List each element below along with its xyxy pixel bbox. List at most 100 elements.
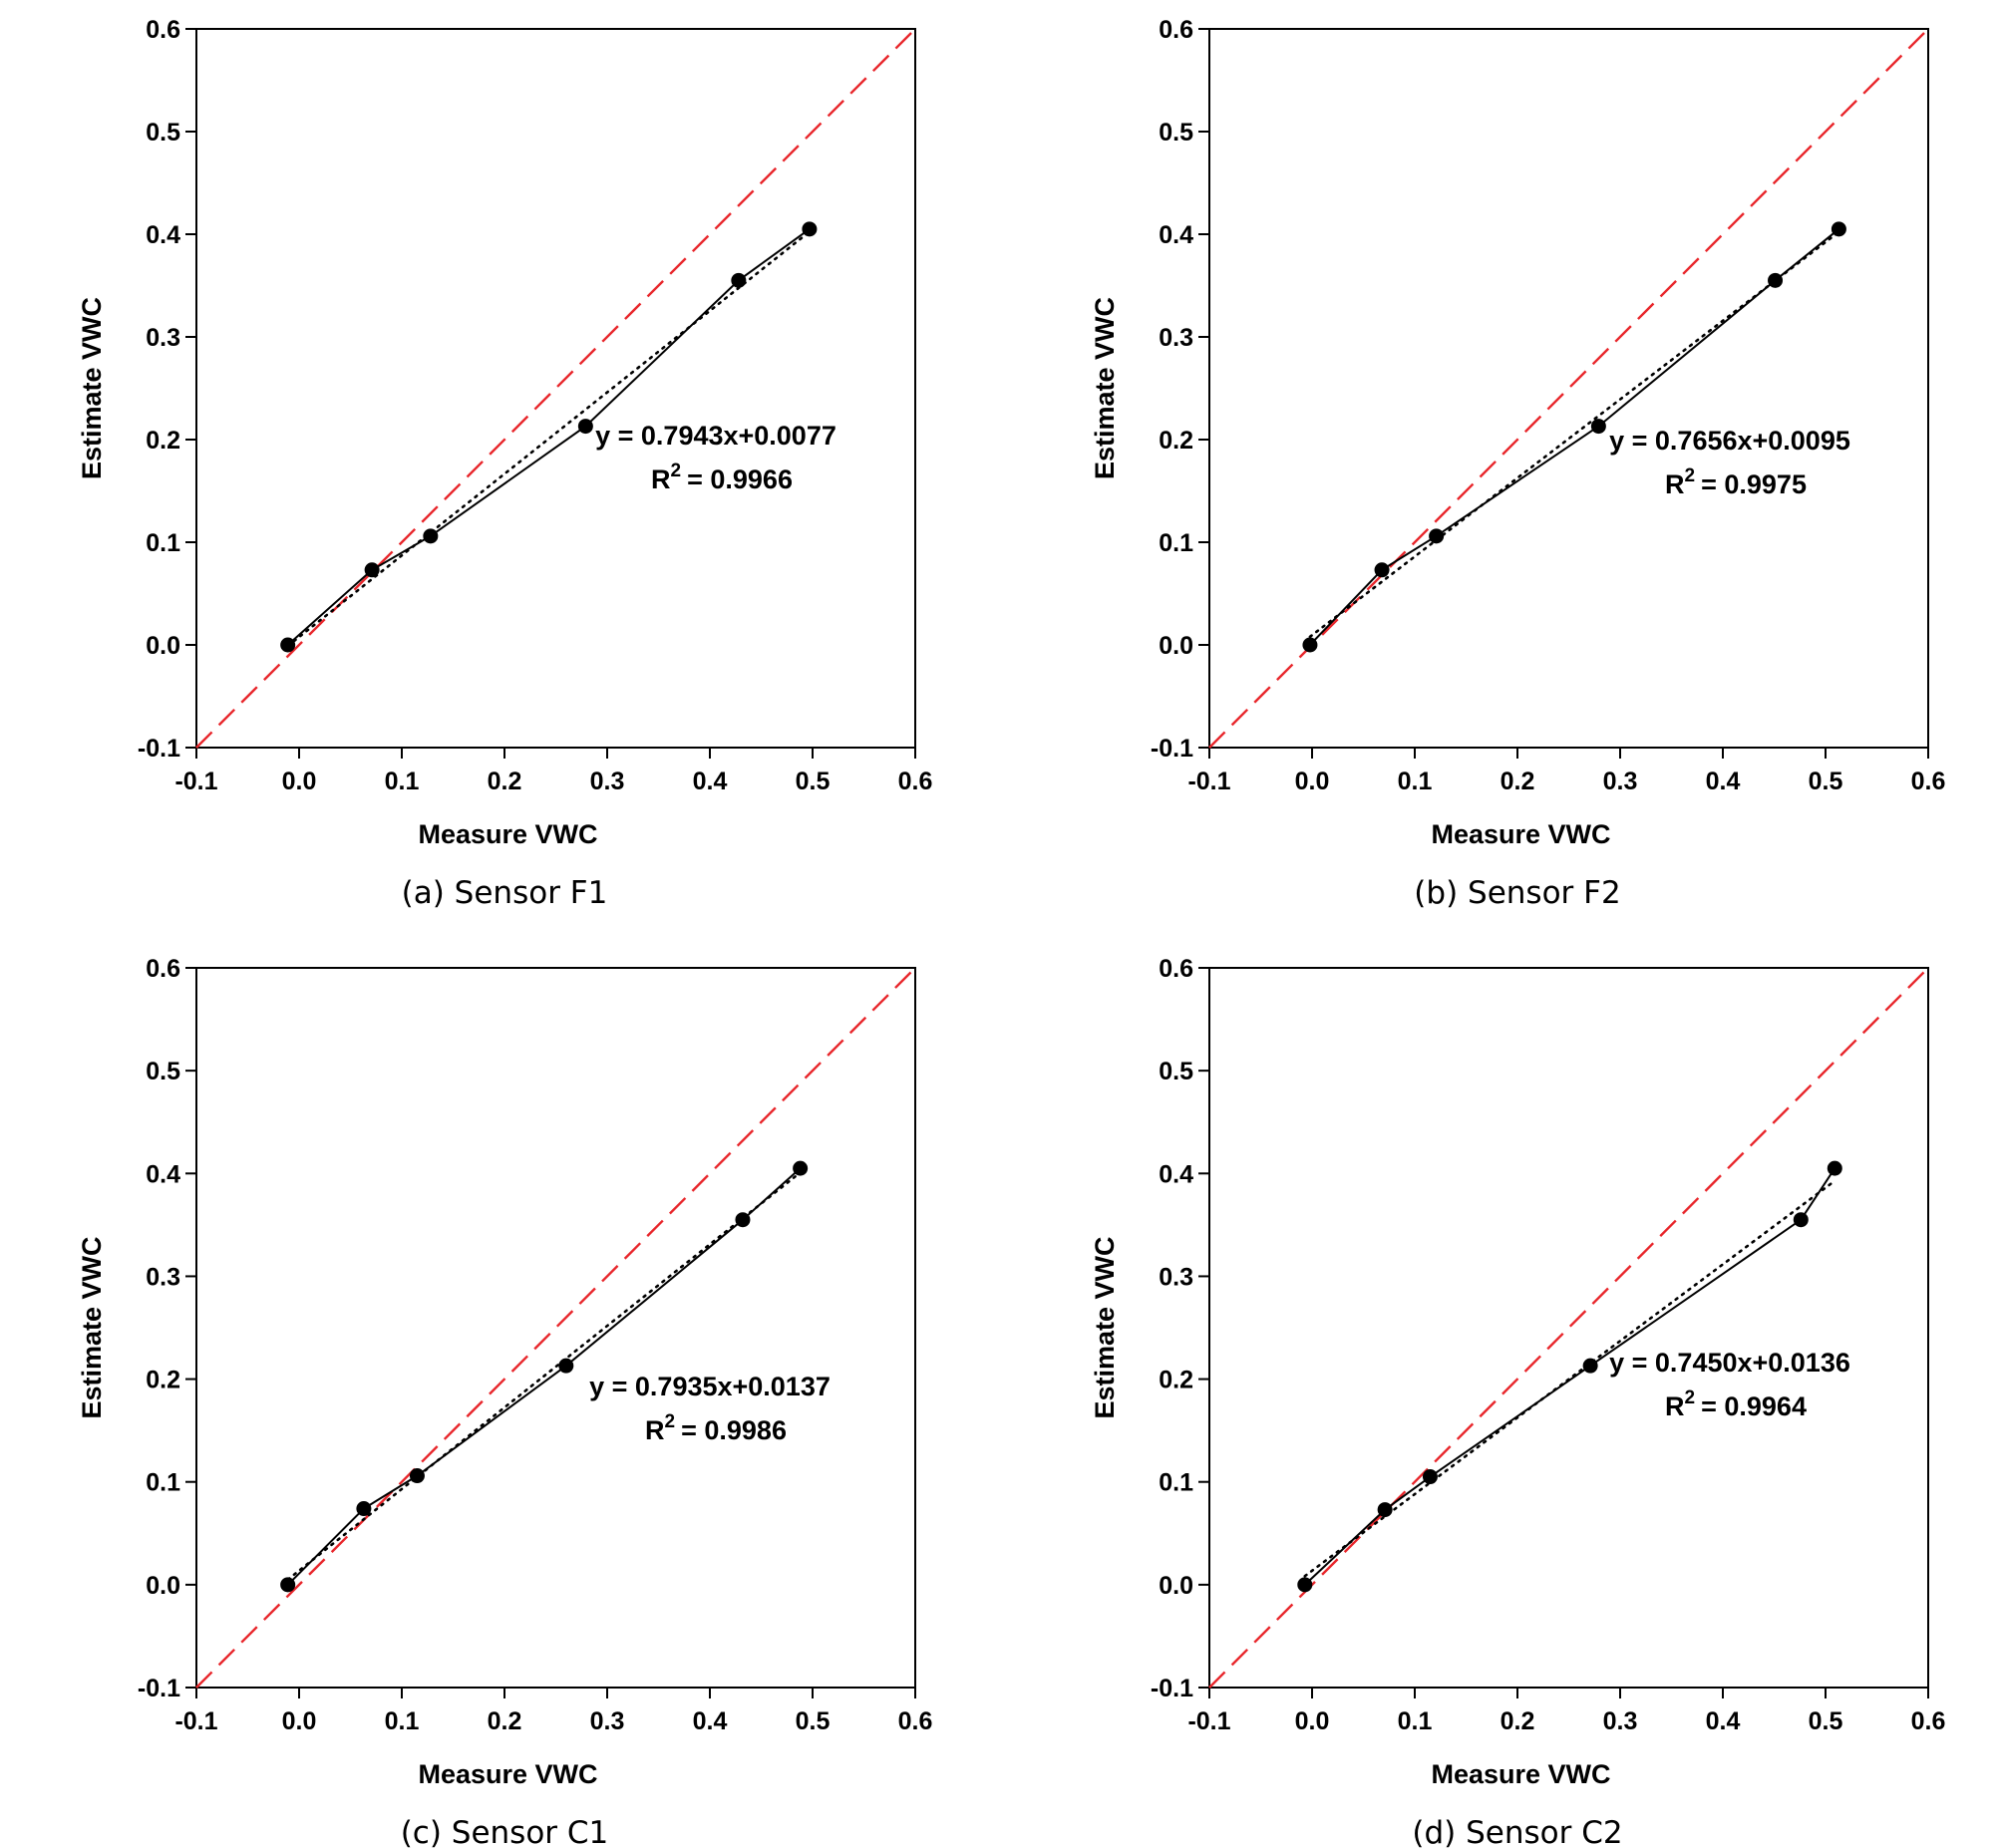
fit-line: [1308, 230, 1840, 639]
y-tick-label: -0.1: [1151, 735, 1193, 763]
y-axis-label: Estimate VWC: [77, 297, 107, 479]
x-tick-label: -0.1: [1187, 768, 1230, 795]
data-point: [1582, 1358, 1598, 1374]
plot-frame: [195, 967, 916, 1689]
x-tick-label: 0.4: [1706, 1707, 1741, 1735]
data-point: [1429, 528, 1445, 544]
data-point: [1297, 1577, 1313, 1593]
x-tick-label: -0.1: [1187, 1707, 1230, 1735]
y-tick-label: 0.1: [146, 529, 180, 557]
data-point: [364, 562, 380, 578]
x-tick-label: 0.4: [693, 768, 728, 795]
fit-line: [1303, 1179, 1836, 1578]
y-axis-label: Estimate VWC: [1090, 297, 1120, 479]
x-axis-label: Measure VWC: [418, 819, 597, 849]
r-squared-exponent: 2: [671, 461, 682, 481]
data-point: [409, 1468, 425, 1484]
y-tick-label: 0.6: [146, 955, 180, 983]
series-line: [1304, 1167, 1836, 1586]
data-point: [1590, 419, 1606, 435]
data-point: [558, 1358, 574, 1374]
fit-equation: y = 0.7656x+0.0095: [1609, 426, 1850, 456]
y-axis-label: Estimate VWC: [1090, 1236, 1120, 1418]
reference-line-1to1: [195, 967, 916, 1689]
data-point: [423, 528, 439, 544]
y-tick-label: 0.0: [1159, 1572, 1193, 1600]
x-tick-label: 0.1: [385, 768, 420, 795]
y-tick-label: -0.1: [138, 1675, 180, 1702]
y-tick-label: 0.4: [1159, 221, 1193, 249]
panel-2: -0.1 0.0 0.1 0.2 0.3 0.4 0.5 0.6 -0.1 0.0 0.1 0.2 0.…: [77, 955, 932, 1848]
data-point: [735, 1212, 751, 1228]
x-tick-label: 0.6: [898, 1707, 933, 1735]
reference-line-1to1: [1208, 967, 1929, 1689]
x-tick-label: 0.5: [796, 768, 831, 795]
y-tick-label: 0.6: [1159, 16, 1193, 44]
x-tick-label: 0.0: [1295, 1707, 1330, 1735]
x-axis-label: Measure VWC: [1431, 1759, 1610, 1789]
series-line: [1309, 228, 1840, 646]
r-squared: R2 = 0.9975: [1665, 465, 1807, 499]
data-point: [802, 221, 818, 237]
x-tick-label: 0.0: [1295, 768, 1330, 795]
y-tick-label: 0.0: [146, 1572, 180, 1600]
y-tick-label: 0.3: [146, 1263, 180, 1291]
y-tick-label: 0.2: [146, 1367, 180, 1394]
y-tick-label: 0.5: [146, 1058, 180, 1085]
y-tick-label: 0.2: [1159, 1367, 1193, 1394]
y-tick-label: 0.4: [1159, 1160, 1193, 1188]
data-point: [280, 1577, 296, 1593]
data-point: [1827, 1160, 1842, 1176]
data-point: [1831, 221, 1846, 237]
data-point: [280, 637, 296, 653]
x-tick-label: 0.3: [1603, 768, 1638, 795]
y-tick-label: 0.1: [146, 1469, 180, 1497]
fit-equation: y = 0.7450x+0.0136: [1609, 1348, 1850, 1378]
plot-frame: [1208, 28, 1929, 749]
x-axis-label: Measure VWC: [1431, 819, 1610, 849]
y-tick-label: 0.0: [1159, 632, 1193, 660]
r-squared-exponent: 2: [1685, 465, 1696, 486]
fit-line: [286, 1171, 802, 1582]
x-tick-label: 0.5: [796, 1707, 831, 1735]
x-tick-label: 0.2: [488, 1707, 522, 1735]
r-squared-value: = 0.9964: [1701, 1391, 1807, 1421]
x-tick-label: 0.3: [590, 768, 625, 795]
data-point: [356, 1501, 372, 1517]
y-tick-label: 0.1: [1159, 1469, 1193, 1497]
data-point: [731, 272, 747, 288]
x-tick-label: 0.3: [590, 1707, 625, 1735]
data-point: [1377, 1502, 1393, 1518]
y-tick-label: -0.1: [1151, 1675, 1193, 1702]
series-line: [287, 227, 811, 646]
y-tick-label: 0.1: [1159, 529, 1193, 557]
data-point: [1422, 1469, 1438, 1485]
reference-line-1to1: [195, 28, 916, 749]
data-point: [1768, 272, 1784, 288]
r-squared-symbol: R: [1665, 469, 1685, 499]
r-squared-value: = 0.9966: [687, 464, 793, 494]
x-tick-label: 0.2: [1501, 768, 1535, 795]
x-tick-label: 0.1: [385, 1707, 420, 1735]
data-point: [793, 1160, 809, 1176]
y-tick-label: 0.5: [1159, 1058, 1193, 1085]
y-tick-label: 0.3: [146, 324, 180, 352]
y-tick-label: 0.4: [146, 221, 180, 249]
y-tick-label: -0.1: [138, 735, 180, 763]
y-tick-label: 0.5: [146, 119, 180, 147]
r-squared-symbol: R: [651, 464, 671, 494]
x-axis-label: Measure VWC: [418, 1759, 597, 1789]
panel-caption: (a) Sensor F1: [402, 875, 608, 911]
r-squared-exponent: 2: [1685, 1387, 1696, 1408]
panel-1: -0.1 0.0 0.1 0.2 0.3 0.4 0.5 0.6 -0.1 0.0 0.1 0.2 0.…: [1090, 16, 1945, 911]
plot-frame: [195, 28, 916, 749]
panel-0: -0.1 0.0 0.1 0.2 0.3 0.4 0.5 0.6 -0.1 0.0 0.1 0.2 0.…: [77, 16, 932, 911]
data-point: [1302, 637, 1318, 653]
fit-equation: y = 0.7935x+0.0137: [589, 1372, 831, 1401]
panel-caption: (d) Sensor C2: [1412, 1815, 1622, 1848]
fit-line: [286, 230, 812, 648]
y-tick-label: 0.2: [146, 427, 180, 455]
y-tick-label: 0.4: [146, 1160, 180, 1188]
plot-frame: [1208, 967, 1929, 1689]
x-tick-label: 0.0: [282, 768, 317, 795]
